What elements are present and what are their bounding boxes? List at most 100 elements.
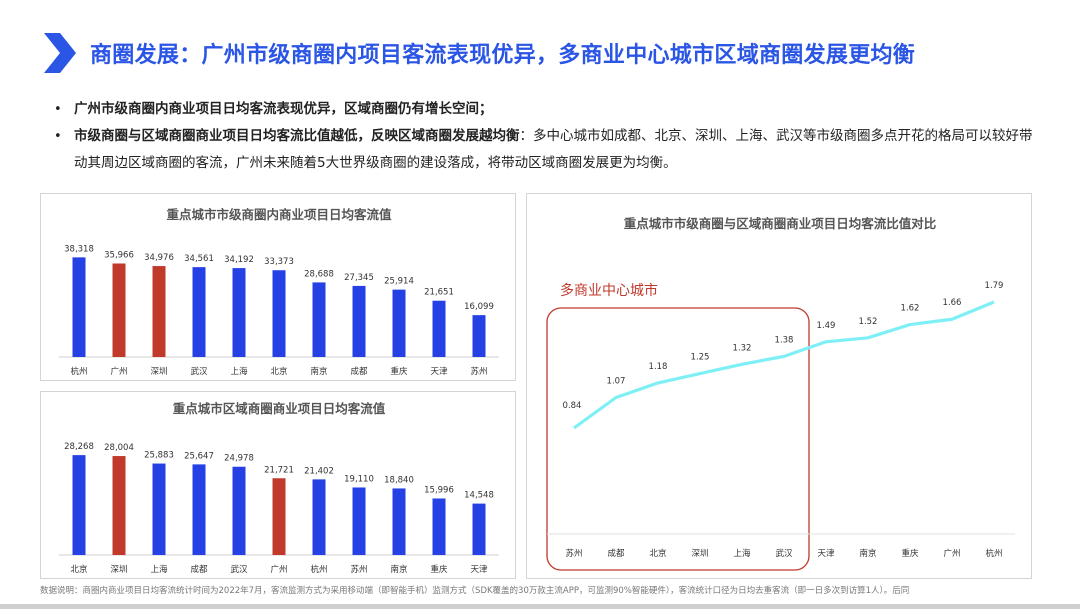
bar — [352, 285, 366, 357]
x-tick-label: 杭州 — [985, 548, 1002, 559]
x-tick-label: 北京 — [270, 366, 287, 377]
bar-value-label: 28,004 — [104, 443, 134, 453]
x-tick-label: 北京 — [649, 548, 666, 559]
x-tick-label: 南京 — [390, 564, 407, 575]
x-tick-label: 成都 — [607, 548, 625, 559]
annotation-label: 多商业中心城市 — [560, 282, 658, 299]
bar-value-label: 34,976 — [144, 253, 174, 263]
x-tick-label: 重庆 — [901, 548, 919, 559]
x-tick-label: 广州 — [270, 564, 287, 575]
bar-value-label: 14,548 — [464, 491, 494, 501]
x-tick-label: 深圳 — [110, 564, 127, 575]
bar — [472, 315, 486, 357]
x-tick-label: 苏州 — [470, 366, 487, 377]
point-value-label: 1.66 — [943, 298, 962, 308]
x-tick-label: 天津 — [470, 564, 488, 575]
page-title: 商圈发展：广州市级商圈内项目客流表现优异，多商业中心城市区域商圈发展更均衡 — [90, 43, 916, 68]
x-tick-label: 天津 — [430, 366, 448, 377]
x-tick-label: 武汉 — [230, 564, 248, 575]
x-tick-label: 广州 — [110, 366, 127, 377]
x-tick-label: 天津 — [817, 548, 835, 559]
x-tick-label: 南京 — [310, 366, 327, 377]
x-tick-label: 上海 — [230, 366, 248, 377]
bar — [192, 267, 206, 357]
point-value-label: 1.49 — [817, 321, 836, 331]
point-value-label: 1.38 — [775, 335, 794, 345]
bullet-item: 广州市级商圈内商业项目日均客流表现优异，区域商圈仍有增长空间； — [52, 96, 1042, 123]
highlight-box — [546, 307, 810, 571]
x-tick-label: 南京 — [859, 548, 876, 559]
x-tick-label: 杭州 — [70, 366, 87, 377]
title-row: 商圈发展：广州市级商圈内项目客流表现优异，多商业中心城市区域商圈发展更均衡 — [40, 28, 915, 78]
bar-value-label: 15,996 — [424, 485, 454, 495]
point-value-label: 1.32 — [733, 343, 752, 353]
bar — [312, 282, 326, 357]
bar — [392, 488, 406, 555]
bar-value-label: 25,647 — [184, 451, 214, 461]
bar — [432, 300, 446, 357]
x-tick-label: 成都 — [350, 366, 368, 377]
bar — [272, 270, 286, 357]
bar-chart-panel-city-level: 重点城市市级商圈内商业项目日均客流值 38,318 杭州 35,966 广州 34,976… — [40, 193, 516, 381]
x-tick-label: 深圳 — [150, 366, 167, 377]
bar-value-label: 28,268 — [64, 442, 94, 452]
bar-value-label: 21,651 — [424, 288, 454, 298]
bar-value-label: 28,688 — [304, 269, 334, 279]
bar — [312, 479, 326, 555]
bullet-text: ：多中心城市如成都、北京、深圳、上海、武汉等市级商圈多点开花的格局可以较好带动其… — [74, 128, 1033, 171]
bar-value-label: 27,345 — [344, 273, 374, 283]
bar — [72, 455, 86, 555]
bar-chart-panel-district-level: 重点城市区域商圈商业项目日均客流值 28,268 北京 28,004 深圳 25,883 上… — [40, 391, 516, 579]
x-tick-label: 深圳 — [691, 548, 708, 559]
x-tick-label: 重庆 — [430, 564, 448, 575]
bar — [152, 463, 166, 555]
bar-chart-district-level: 重点城市区域商圈商业项目日均客流值 28,268 北京 28,004 深圳 25,883 上… — [59, 401, 499, 575]
bullet-bold-text: 市级商圈与区域商圈商业项目日均客流比值越低，反映区域商圈发展越均衡 — [74, 128, 520, 144]
series-line — [573, 300, 995, 430]
bar-value-label: 33,373 — [264, 257, 294, 267]
x-tick-label: 苏州 — [565, 548, 582, 559]
bar — [472, 503, 486, 555]
x-tick-label: 武汉 — [775, 548, 793, 559]
x-tick-label: 成都 — [190, 564, 208, 575]
x-tick-label: 杭州 — [310, 564, 327, 575]
bar-value-label: 21,721 — [264, 465, 294, 475]
point-value-label: 1.25 — [691, 353, 710, 363]
x-tick-label: 重庆 — [390, 366, 408, 377]
bar-value-label: 34,561 — [184, 254, 214, 264]
bar-value-label: 18,840 — [384, 475, 414, 485]
chart-title: 重点城市市级商圈与区域商圈商业项目日均客流比值对比 — [624, 216, 937, 231]
bullet-list: 广州市级商圈内商业项目日均客流表现优异，区域商圈仍有增长空间； 市级商圈与区域商… — [52, 96, 1042, 177]
bullet-bold-text: 广州市级商圈内商业项目日均客流表现优异，区域商圈仍有增长空间； — [74, 101, 493, 117]
bar — [432, 498, 446, 555]
bar-value-label: 24,978 — [224, 454, 254, 464]
point-value-label: 1.07 — [607, 376, 626, 386]
bar — [232, 466, 246, 555]
bar — [112, 456, 126, 555]
bar-value-label: 21,402 — [304, 466, 334, 476]
point-value-label: 0.84 — [563, 401, 582, 411]
point-value-label: 1.62 — [901, 304, 920, 314]
bar-value-label: 25,883 — [144, 451, 174, 461]
chevron-icon — [44, 33, 76, 73]
point-value-label: 1.52 — [859, 317, 878, 327]
bar-value-label: 19,110 — [344, 474, 374, 484]
bar-value-label: 35,966 — [104, 250, 134, 260]
bar — [72, 257, 86, 357]
bar — [112, 263, 126, 357]
bar — [232, 268, 246, 357]
bar-chart-city-level: 重点城市市级商圈内商业项目日均客流值 38,318 杭州 35,966 广州 34,976… — [59, 207, 499, 377]
x-tick-label: 上海 — [150, 564, 168, 575]
bar — [392, 289, 406, 357]
bar — [192, 464, 206, 555]
x-tick-label: 广州 — [943, 548, 960, 559]
chart-title: 重点城市区域商圈商业项目日均客流值 — [173, 401, 386, 416]
chart-title: 重点城市市级商圈内商业项目日均客流值 — [166, 207, 392, 222]
line-chart-panel-ratio: 重点城市市级商圈与区域商圈商业项目日均客流比值对比多商业中心城市 0.84 苏州 1.… — [526, 193, 1032, 579]
bar — [272, 478, 286, 555]
bar-value-label: 34,192 — [224, 255, 254, 265]
bar-value-label: 16,099 — [464, 302, 494, 312]
bar-value-label: 38,318 — [64, 244, 94, 254]
footnote: 数据说明：商圈内商业项目日均客流统计时间为2022年7月，客流监测方式为采用移动… — [40, 586, 910, 596]
